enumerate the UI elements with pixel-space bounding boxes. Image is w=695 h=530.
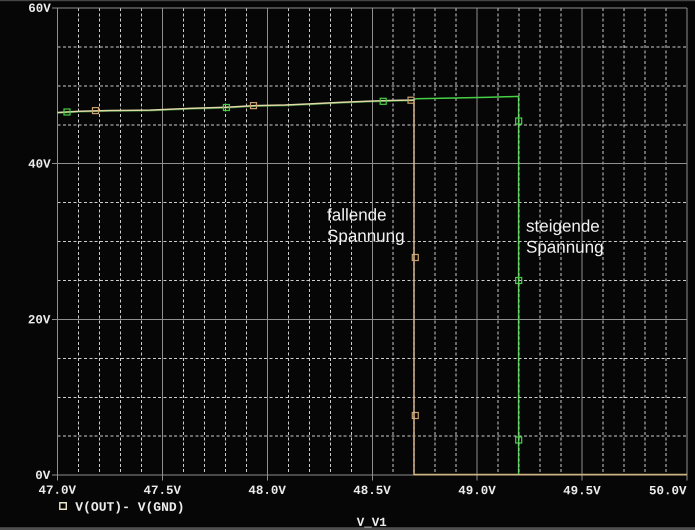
svg-text:V(OUT)- V(GND): V(OUT)- V(GND)	[75, 500, 184, 515]
svg-text:fallende: fallende	[327, 205, 387, 224]
svg-text:40V: 40V	[28, 158, 51, 172]
svg-text:50.0V: 50.0V	[649, 484, 687, 498]
svg-text:20V: 20V	[28, 313, 51, 327]
svg-text:47.0V: 47.0V	[39, 484, 77, 498]
svg-text:49.5V: 49.5V	[563, 484, 601, 498]
svg-text:steigende: steigende	[526, 217, 600, 236]
svg-text:49.0V: 49.0V	[458, 484, 496, 498]
svg-text:48.5V: 48.5V	[353, 484, 391, 498]
svg-text:48.0V: 48.0V	[248, 484, 286, 498]
svg-text:47.5V: 47.5V	[143, 484, 181, 498]
svg-text:Spannung: Spannung	[526, 238, 604, 257]
svg-text:V_V1: V_V1	[357, 516, 387, 530]
svg-text:60V: 60V	[28, 2, 51, 16]
svg-text:Spannung: Spannung	[327, 226, 405, 245]
svg-text:0V: 0V	[35, 469, 51, 483]
